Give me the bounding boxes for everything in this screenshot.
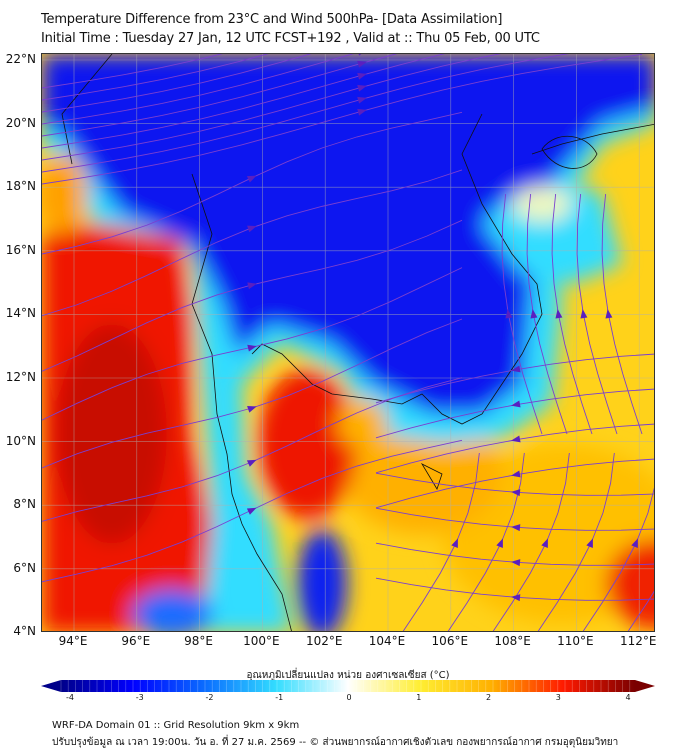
lat-label: 18°N	[5, 179, 36, 194]
map-canvas	[42, 54, 654, 631]
wind-arrow	[247, 225, 257, 233]
wind-arrow	[357, 60, 367, 68]
lon-label: 96°E	[121, 634, 151, 648]
wind-arrow	[246, 507, 257, 515]
streamline	[42, 54, 446, 149]
colorbar-tick-label: -2	[205, 693, 214, 702]
footer-update-info: ปรับปรุงข้อมูล ณ เวลา 19:00น. วัน อ. ที่…	[52, 737, 619, 748]
streamline	[42, 54, 398, 137]
colorbar-tick-label: -1	[275, 693, 284, 702]
lat-label: 8°N	[13, 497, 36, 512]
lon-label: 110°E	[557, 634, 594, 648]
wind-arrow	[246, 175, 257, 183]
lon-label: 112°E	[619, 634, 657, 648]
wind-arrow	[530, 309, 538, 319]
wind-arrow	[631, 538, 638, 549]
lon-label: 102°E	[305, 634, 343, 648]
wind-arrow	[555, 309, 563, 319]
lat-label: 14°N	[5, 306, 36, 321]
footer-model-info: WRF-DA Domain 01 :: Grid Resolution 9km …	[52, 720, 300, 731]
chart-title: Temperature Difference from 23°C and Win…	[41, 12, 503, 27]
wind-arrow	[357, 108, 367, 116]
colorbar-title: อุณหภูมิเปลี่ยนแปลง หน่วย องศาเซลเซียส (…	[246, 670, 450, 681]
wind-arrow	[511, 594, 521, 602]
wind-arrow	[246, 459, 257, 467]
wind-arrow	[511, 524, 521, 532]
colorbar-tick-label: 4	[625, 693, 631, 702]
streamline	[42, 54, 502, 161]
wind-arrow	[511, 435, 521, 443]
lat-label: 22°N	[5, 52, 36, 66]
lat-label: 16°N	[5, 242, 36, 257]
lon-label: 100°E	[243, 634, 280, 648]
wind-arrow	[247, 405, 257, 413]
colorbar-tick-label: -4	[66, 693, 74, 702]
streamline	[42, 54, 643, 185]
lat-label: 4°N	[13, 624, 36, 639]
chart-subtitle: Initial Time : Tuesday 27 Jan, 12 UTC FC…	[41, 31, 540, 46]
lon-label: 108°E	[494, 634, 531, 648]
temperature-map	[41, 53, 655, 632]
wind-arrow	[511, 365, 521, 373]
colorbar-tick-label: 2	[485, 693, 492, 702]
wind-arrow	[451, 538, 458, 549]
streamline	[42, 54, 269, 101]
lon-label: 98°E	[184, 634, 214, 648]
wind-arrow	[505, 309, 513, 319]
coastlines	[61, 54, 654, 631]
wind-arrow	[511, 489, 521, 497]
wind-arrow	[357, 72, 367, 80]
wind-arrow	[580, 309, 588, 319]
wind-arrow	[357, 84, 367, 92]
wind-arrow	[511, 559, 521, 567]
colorbar-tick-label: -3	[135, 693, 144, 702]
streamline	[42, 54, 354, 125]
wind-arrow	[496, 538, 503, 549]
wind-arrow	[511, 470, 521, 478]
colorbar	[41, 680, 655, 692]
wind-arrow	[511, 400, 521, 408]
lat-label: 6°N	[13, 560, 36, 575]
streamline	[42, 54, 570, 173]
wind-arrow	[541, 538, 548, 549]
lat-label: 12°N	[5, 370, 36, 384]
streamline	[42, 54, 312, 113]
lat-label: 10°N	[5, 433, 36, 448]
lat-label: 20°N	[5, 115, 36, 130]
streamline	[42, 54, 223, 89]
colorbar-tick-label: 1	[416, 693, 422, 702]
colorbar-tick-label: 3	[555, 693, 561, 702]
colorbar-max-extend	[635, 680, 655, 692]
wind-arrow	[247, 344, 257, 352]
lon-label: 94°E	[58, 634, 88, 648]
streamline	[627, 590, 654, 631]
wind-arrow	[586, 538, 593, 549]
wind-arrow	[605, 309, 613, 319]
lon-label: 106°E	[431, 634, 469, 648]
wind-arrow	[247, 282, 257, 290]
graticule	[42, 54, 654, 631]
temperature-field	[42, 54, 654, 631]
colorbar-tick-label: 0	[346, 693, 352, 702]
colorbar-min-extend	[41, 680, 61, 692]
wind-arrows	[246, 54, 638, 602]
lon-label: 104°E	[368, 634, 406, 648]
wind-arrow	[357, 96, 367, 104]
colorbar-gradient	[61, 680, 635, 692]
